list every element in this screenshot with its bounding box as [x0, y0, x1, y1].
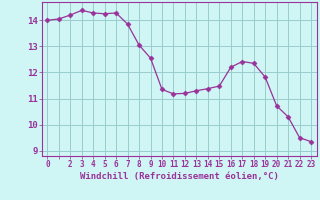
X-axis label: Windchill (Refroidissement éolien,°C): Windchill (Refroidissement éolien,°C) [80, 172, 279, 181]
